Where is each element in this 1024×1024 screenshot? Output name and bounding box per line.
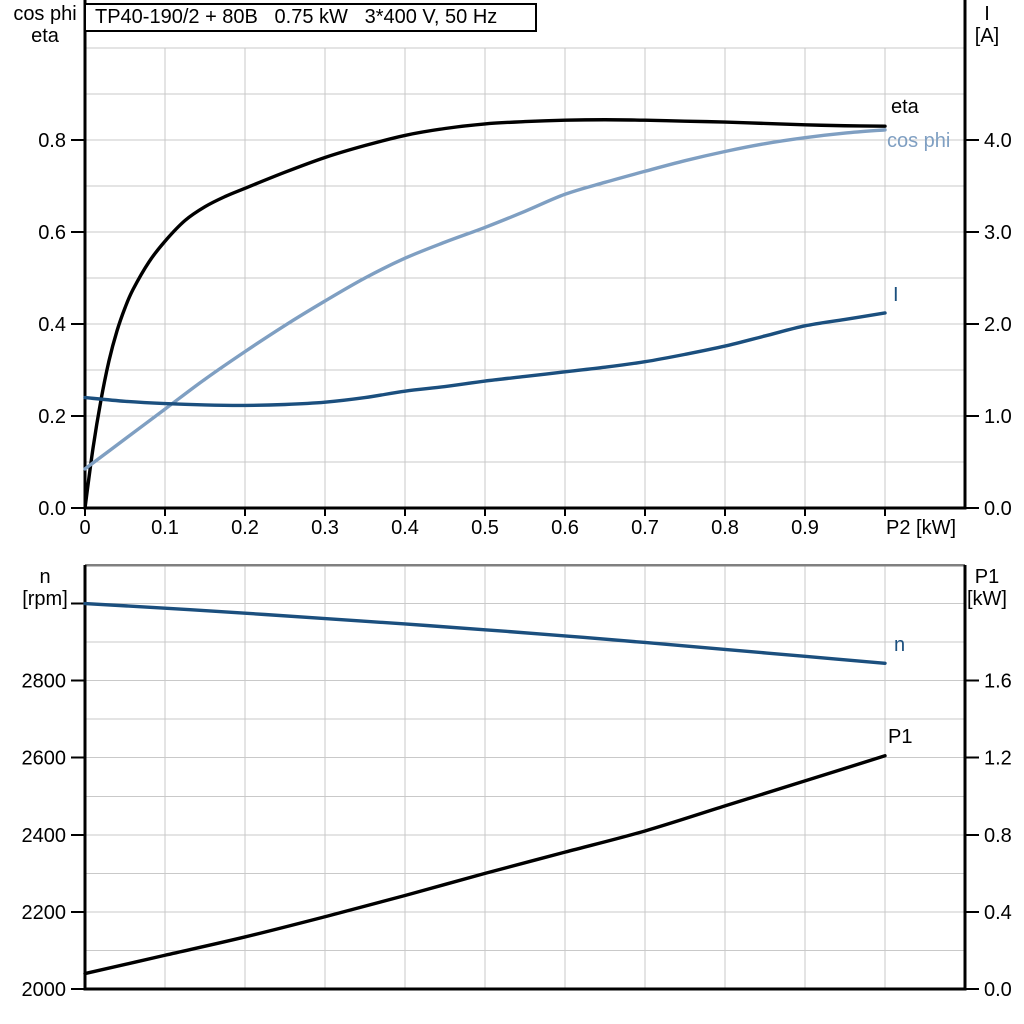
x-tick-label: 0.5 — [471, 517, 499, 539]
y-right-tick-label: 1.0 — [984, 406, 1012, 428]
x-tick-label: 0.6 — [551, 517, 579, 539]
upper-left-axis-title-line2: eta — [31, 25, 59, 47]
input-power-curve-label: P1 — [888, 726, 913, 748]
y-right-tick-label: 1.2 — [984, 748, 1012, 770]
y-left-tick-label: 2600 — [22, 748, 67, 770]
x-tick-label: 0.4 — [391, 517, 419, 539]
y-left-tick-label: 2200 — [22, 902, 67, 924]
upper-motor-curves: 0 0.1 0.2 0.3 0.4 0.5 0.6 0.7 0.8 0.9 0.0 0.2 0.4 0.6… — [38, 0, 1012, 539]
curve-n — [83, 601, 887, 665]
speed-curve-label: n — [894, 634, 906, 656]
y-left-tick-label: 2400 — [22, 825, 67, 847]
lower-right-axis-title-line1: P1 — [974, 566, 1000, 588]
upper-right-axis-title-line1: I — [984, 3, 990, 25]
y-right-tick-label: 1.6 — [984, 671, 1012, 693]
upper-left-axis-title-line1: cos phi — [13, 3, 77, 25]
lower-right-axis-title-line2: [kW] — [967, 588, 1007, 610]
x-tick-label: 0.8 — [711, 517, 739, 539]
x-tick-label: 0.9 — [791, 517, 819, 539]
y-left-tick-label: 0.0 — [38, 498, 66, 520]
chart-title-box: TP40-190/2 + 80B 0.75 kW 3*400 V, 50 Hz — [84, 3, 537, 32]
x-tick-label: 0 — [79, 517, 90, 539]
y-left-tick-label: 2000 — [22, 979, 67, 1001]
x-tick-label: 0.3 — [311, 517, 339, 539]
y-right-tick-label: 0.0 — [984, 979, 1012, 1001]
y-left-tick-label: 2800 — [22, 671, 67, 693]
y-left-tick-label: 0.2 — [38, 406, 66, 428]
y-right-tick-label: 3.0 — [984, 222, 1012, 244]
curve-i — [83, 311, 887, 408]
y-left-tick-label: 0.6 — [38, 222, 66, 244]
curve-p1 — [83, 754, 887, 976]
x-tick-label: 0.1 — [151, 517, 179, 539]
y-left-tick-label: 0.8 — [38, 130, 66, 152]
y-right-tick-label: 0.8 — [984, 825, 1012, 847]
current-curve-label: I — [893, 284, 899, 306]
lower-left-axis-title-line1: n — [39, 566, 51, 588]
y-left-tick-label: 0.4 — [38, 314, 66, 336]
y-right-tick-label: 4.0 — [984, 130, 1012, 152]
curve-cos-phi — [83, 128, 887, 471]
cos-phi-curve-label: cos phi — [887, 130, 951, 152]
y-right-tick-label: 0.4 — [984, 902, 1012, 924]
curve-eta — [83, 118, 887, 510]
lower-speed-power-curves: 2000 2200 2400 2600 2800 0.0 0.4 0.8 1.2 1.6 — [22, 563, 1012, 1001]
lower-left-axis-title-line2: [rpm] — [22, 588, 68, 610]
eta-curve-label: eta — [891, 96, 919, 118]
chart-title: TP40-190/2 + 80B 0.75 kW 3*400 V, 50 Hz — [95, 6, 498, 28]
y-right-tick-label: 2.0 — [984, 314, 1012, 336]
x-axis-unit-label: P2 [kW] — [886, 517, 957, 539]
upper-right-axis-title-line2: [A] — [974, 25, 1000, 47]
y-right-tick-label: 0.0 — [984, 498, 1012, 520]
x-tick-label: 0.2 — [231, 517, 259, 539]
x-tick-label: 0.7 — [631, 517, 659, 539]
